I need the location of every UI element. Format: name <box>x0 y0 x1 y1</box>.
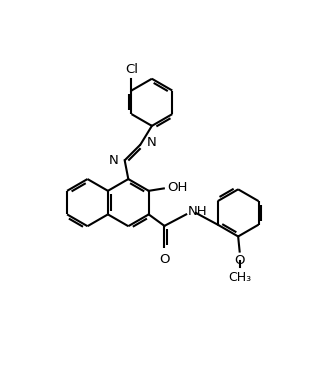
Text: OH: OH <box>167 181 187 194</box>
Text: Cl: Cl <box>125 63 138 76</box>
Text: O: O <box>159 253 170 266</box>
Text: O: O <box>235 254 245 267</box>
Text: CH₃: CH₃ <box>228 271 251 284</box>
Text: N: N <box>108 154 118 167</box>
Text: NH: NH <box>188 205 208 218</box>
Text: N: N <box>147 136 157 149</box>
